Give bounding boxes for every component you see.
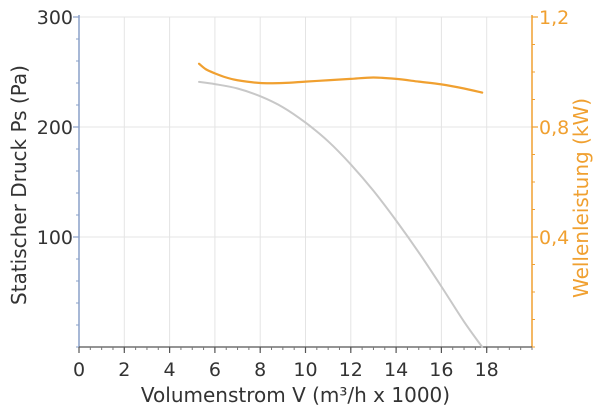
y-left-tick-label: 300 — [37, 7, 73, 29]
x-tick-label: 4 — [164, 359, 176, 381]
y-right-tick-label: 0,8 — [539, 117, 569, 139]
grid-lines — [79, 16, 532, 347]
x-tick-label: 8 — [254, 359, 266, 381]
series-lines — [197, 62, 484, 348]
x-tick-label: 16 — [429, 359, 453, 381]
x-tick-label: 10 — [293, 359, 317, 381]
x-axis-title: Volumenstrom V (m³/h x 1000) — [141, 383, 450, 407]
x-tick-label: 6 — [209, 359, 221, 381]
y-axis-left-title: Statischer Druck Ps (Pa) — [7, 65, 31, 305]
x-tick-label: 12 — [339, 359, 363, 381]
power-curve — [197, 62, 484, 94]
x-tick-label: 0 — [73, 359, 85, 381]
x-tick-label: 18 — [475, 359, 499, 381]
y-right-tick-label: 1,2 — [539, 7, 569, 29]
tick-labels: 0 2 4 6 8 10 12 14 16 18 100 200 300 0,4 0,8 1,2 — [37, 7, 569, 381]
y-right-tick-label: 0,4 — [539, 227, 569, 249]
x-tick-label: 14 — [384, 359, 408, 381]
y-left-tick-label: 200 — [37, 117, 73, 139]
x-tick-label: 2 — [118, 359, 130, 381]
y-left-tick-label: 100 — [37, 227, 73, 249]
axes — [73, 15, 538, 353]
y-axis-right-title: Wellenleistung (kW) — [569, 98, 593, 298]
pressure-curve — [198, 80, 484, 348]
